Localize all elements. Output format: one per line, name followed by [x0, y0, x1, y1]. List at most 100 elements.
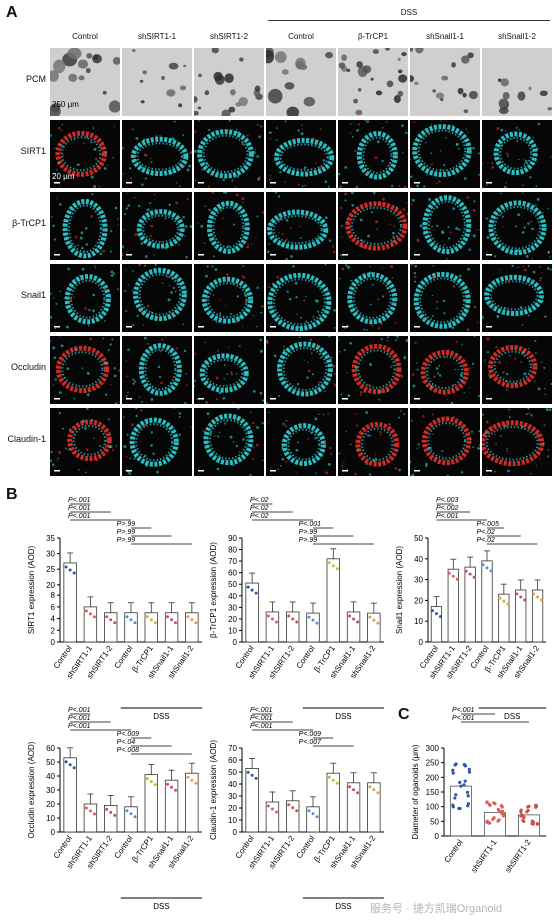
- y-tick-label: 90: [228, 534, 237, 543]
- panel-a-letter: A: [6, 4, 18, 21]
- p-value-label: P<.001: [452, 707, 474, 714]
- data-point: [266, 804, 270, 808]
- y-tick-label: 0: [51, 828, 56, 837]
- data-point: [466, 802, 471, 806]
- y-tick-label: 60: [46, 744, 55, 753]
- data-point: [536, 595, 540, 599]
- fluorescence-image: [266, 408, 336, 476]
- y-tick-label: 0: [233, 638, 238, 647]
- data-point: [533, 803, 538, 808]
- data-point: [485, 819, 489, 823]
- data-point: [166, 782, 170, 786]
- pcm-image: [482, 48, 552, 116]
- fluorescence-image: [194, 120, 264, 188]
- fluorescence-image: [266, 264, 336, 332]
- fluorescence-image: [194, 408, 264, 476]
- pcm-image: [50, 48, 120, 116]
- p-value-label: P<.001: [68, 715, 90, 722]
- chart: 0 10 20 30 40 50 60 Occludin expression (AOD) Co…: [14, 704, 210, 919]
- data-point: [254, 591, 258, 595]
- data-point: [352, 617, 356, 621]
- fluorescence-image: [122, 192, 192, 260]
- y-tick-label: 0: [233, 828, 238, 837]
- data-point: [331, 778, 335, 782]
- data-point: [368, 785, 372, 789]
- dss-group-label: DSS: [153, 712, 169, 721]
- column-label: shSIRT1-1: [137, 32, 177, 41]
- data-point: [250, 588, 254, 592]
- pcm-image: [194, 48, 264, 116]
- p-value-label: P<.009: [117, 731, 139, 738]
- data-point: [331, 564, 335, 568]
- p-value-label: P<.001: [250, 723, 272, 730]
- data-point: [166, 615, 170, 619]
- y-tick-label: 4: [51, 615, 56, 624]
- data-point: [372, 618, 376, 622]
- data-point: [109, 618, 113, 622]
- fluorescence-image: [482, 336, 552, 404]
- dss-group-label: DSS: [153, 902, 169, 911]
- data-point: [254, 776, 258, 780]
- fluorescence-image: [482, 120, 552, 188]
- data-point: [472, 575, 476, 579]
- y-axis-label: Snail1 expression (AOD): [395, 546, 404, 634]
- data-point: [348, 614, 352, 618]
- fluorescence-image: [338, 120, 408, 188]
- y-tick-label: 30: [414, 576, 423, 585]
- column-label: β-TrCP1: [357, 32, 389, 41]
- fluorescence-image: [482, 192, 552, 260]
- p-value-label: P<.001: [68, 505, 90, 512]
- data-point: [523, 598, 527, 602]
- data-point: [88, 612, 92, 616]
- data-point: [464, 569, 468, 573]
- bar: [104, 805, 118, 833]
- data-point: [274, 620, 278, 624]
- bar: [484, 812, 506, 837]
- data-point: [519, 812, 523, 817]
- y-tick-label: 50: [228, 580, 237, 589]
- data-point: [145, 777, 149, 781]
- fluorescence-image: [482, 264, 552, 332]
- data-point: [454, 793, 458, 797]
- y-tick-label: 60: [228, 569, 237, 578]
- fluorescence-image: [50, 192, 120, 260]
- data-point: [454, 762, 458, 766]
- data-point: [315, 621, 319, 625]
- y-tick-label: 0: [435, 832, 440, 841]
- data-point: [311, 618, 315, 622]
- fluorescence-image: [410, 264, 480, 332]
- bar: [63, 562, 77, 643]
- y-tick-label: 30: [46, 550, 55, 559]
- y-tick-label: 150: [426, 788, 440, 797]
- dss-group-label: DSS: [400, 8, 418, 17]
- fluorescence-image: [194, 336, 264, 404]
- p-value-label: P<.001: [68, 707, 90, 714]
- column-label: Control: [72, 32, 98, 41]
- p-value-label: P<.001: [68, 723, 90, 730]
- data-point: [488, 803, 492, 808]
- data-point: [368, 615, 372, 619]
- data-point: [84, 609, 88, 613]
- data-point: [463, 764, 468, 768]
- fluorescence-image: [194, 264, 264, 332]
- data-point: [540, 598, 544, 602]
- p-value-label: P<.02: [250, 513, 269, 520]
- data-point: [145, 615, 149, 619]
- chart: 0 50 100 150 200 250 300 Diameter of oganoids (…: [398, 704, 554, 905]
- data-point: [515, 592, 519, 596]
- y-tick-label: 300: [426, 744, 440, 753]
- data-point: [287, 614, 291, 618]
- fluorescence-image: [338, 408, 408, 476]
- data-point: [451, 771, 455, 775]
- dss-group-label: DSS: [504, 712, 520, 721]
- data-point: [194, 621, 198, 625]
- row-label: β-TrCP1: [12, 218, 46, 228]
- y-tick-label: 8: [51, 591, 56, 600]
- data-point: [311, 812, 315, 816]
- fluorescence-image: [266, 192, 336, 260]
- p-value-label: P>.99: [299, 537, 318, 544]
- y-tick-label: 40: [414, 555, 423, 564]
- fluorescence-image: [50, 264, 120, 332]
- data-point: [526, 808, 530, 813]
- data-point: [109, 810, 113, 814]
